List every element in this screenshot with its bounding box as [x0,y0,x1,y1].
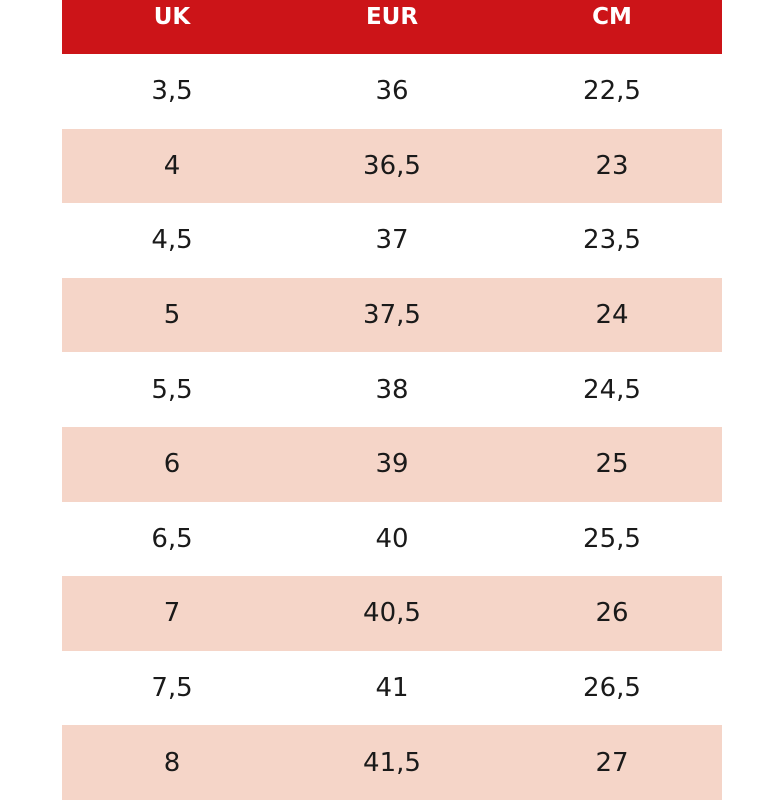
cell-eur: 36,5 [282,128,502,204]
cell-uk: 5 [62,277,282,353]
cell-eur: 38 [282,352,502,427]
table-row: 4,5 37 23,5 [62,203,722,278]
cell-uk: 4 [62,128,282,204]
table-row: 5 37,5 24 [62,277,722,353]
cell-cm: 23,5 [502,203,722,278]
cell-uk: 7 [62,576,282,651]
cell-cm: 25 [502,426,722,502]
cell-eur: 40 [282,501,502,577]
table-row: 4 36,5 23 [62,128,722,204]
cell-cm: 23 [502,128,722,204]
cell-uk: 3,5 [62,54,282,129]
table-row: 6 39 25 [62,426,722,502]
table-row: 3,5 36 22,5 [62,54,722,129]
cell-uk: 6,5 [62,501,282,577]
cell-cm: 26,5 [502,650,722,726]
table-row: 5,5 38 24,5 [62,352,722,427]
cell-eur: 37 [282,203,502,278]
column-header-eur: EUR [282,0,502,54]
cell-cm: 24,5 [502,352,722,427]
cell-uk: 7,5 [62,650,282,726]
table-row: 7,5 41 26,5 [62,650,722,726]
column-header-cm: CM [502,0,722,54]
table-row: 6,5 40 25,5 [62,501,722,577]
cell-eur: 37,5 [282,277,502,353]
column-header-uk: UK [62,0,282,54]
cell-uk: 8 [62,725,282,800]
cell-uk: 4,5 [62,203,282,278]
cell-cm: 24 [502,277,722,353]
table-header: UK EUR CM [62,0,722,54]
table-row: 7 40,5 26 [62,576,722,651]
cell-cm: 25,5 [502,501,722,577]
table-body: 3,5 36 22,5 4 36,5 23 4,5 37 23,5 5 37,5… [62,54,722,800]
cell-eur: 41,5 [282,725,502,800]
cell-cm: 27 [502,725,722,800]
cell-eur: 39 [282,426,502,502]
cell-eur: 36 [282,54,502,129]
header-row: UK EUR CM [62,0,722,54]
cell-cm: 22,5 [502,54,722,129]
size-conversion-table: UK EUR CM 3,5 36 22,5 4 36,5 23 4,5 37 2… [62,0,722,800]
cell-uk: 6 [62,426,282,502]
table-row: 8 41,5 27 [62,725,722,800]
cell-eur: 40,5 [282,576,502,651]
cell-cm: 26 [502,576,722,651]
cell-eur: 41 [282,650,502,726]
cell-uk: 5,5 [62,352,282,427]
